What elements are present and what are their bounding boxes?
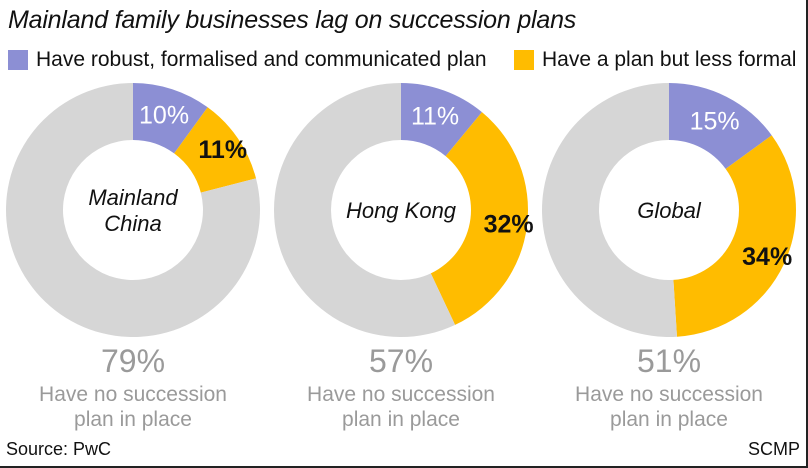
slice-no-plan <box>6 82 260 337</box>
center-label: Global <box>637 198 702 223</box>
legend-label-robust: Have robust, formalised and communicated… <box>36 48 487 71</box>
slice-robust <box>669 83 772 169</box>
no-plan-value: 79% <box>101 343 165 379</box>
no-plan-caption: plan in place <box>342 408 460 431</box>
no-plan-caption: Have no succession <box>307 383 495 406</box>
slice-less-formal <box>673 135 797 337</box>
slice-label-less-formal: 32% <box>484 211 534 239</box>
legend-swatch-less-formal <box>514 50 534 70</box>
slice-label-robust: 10% <box>139 101 189 129</box>
slice-label-less-formal: 34% <box>742 243 792 271</box>
donut-global <box>542 82 797 337</box>
legend-swatch-robust <box>8 50 28 70</box>
slice-no-plan <box>542 82 677 337</box>
no-plan-value: 51% <box>637 343 701 379</box>
donut-mainland-china <box>6 82 260 337</box>
slice-label-robust: 11% <box>411 102 459 130</box>
chart-title: Mainland family businesses lag on succes… <box>8 6 577 34</box>
slice-less-formal <box>430 112 528 325</box>
legend-label-less-formal: Have a plan but less formal <box>542 48 797 71</box>
slice-no-plan <box>274 82 456 337</box>
legend-item-robust: Have robust, formalised and communicated… <box>8 48 487 72</box>
no-plan-caption: plan in place <box>610 408 728 431</box>
slice-robust <box>133 83 208 154</box>
slice-less-formal <box>174 107 257 193</box>
center-label: Mainland <box>88 185 178 210</box>
slice-robust <box>401 83 482 157</box>
center-label: China <box>104 211 161 236</box>
legend: Have robust, formalised and communicated… <box>0 48 808 76</box>
credit: SCMP <box>747 439 800 459</box>
no-plan-caption: Have no succession <box>575 383 763 406</box>
center-label: Hong Kong <box>346 198 457 223</box>
source-note: Source: PwC <box>6 439 112 459</box>
no-plan-caption: plan in place <box>74 408 192 431</box>
no-plan-value: 57% <box>369 343 433 379</box>
slice-label-robust: 15% <box>690 107 740 135</box>
no-plan-caption: Have no succession <box>39 383 227 406</box>
donut-hong-kong <box>274 82 528 337</box>
slice-label-less-formal: 11% <box>198 136 247 164</box>
legend-item-less-formal: Have a plan but less formal <box>514 48 796 72</box>
